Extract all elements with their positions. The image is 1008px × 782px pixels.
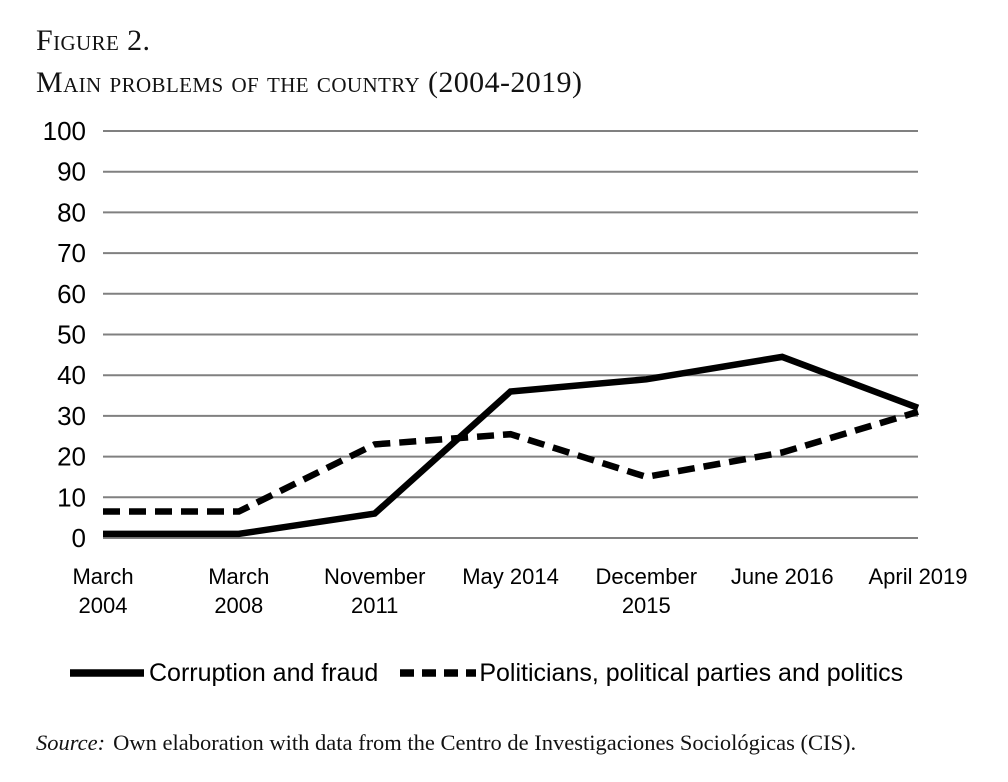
legend-item-politicians: Politicians, political parties and polit… [398,656,903,690]
series-line-politicians [103,408,919,515]
y-tick-label-90: 90 [57,157,86,187]
legend-item-corruption: Corruption and fraud [68,656,378,690]
figure-number: Figure 2. [36,24,151,57]
x-tick-label-2-line-0: November [324,564,425,589]
x-tick-label-4-line-1: 2015 [622,593,671,618]
legend-label-politicians: Politicians, political parties and polit… [479,659,904,687]
x-tick-label-6-line-0: April 2019 [868,564,967,589]
y-tick-label-10: 10 [57,482,86,512]
y-tick-label-80: 80 [57,197,86,227]
x-tick-label-5-line-0: June 2016 [731,564,834,589]
y-tick-label-20: 20 [57,442,86,472]
x-tick-label-0-line-0: March [72,564,133,589]
y-tick-label-100: 100 [43,116,86,146]
dashed-line-swatch-icon [400,669,477,677]
x-tick-label-4-line-0: December [596,564,697,589]
series-line-corruption [103,353,920,538]
x-tick-label-1-line-0: March [208,564,269,589]
x-tick-label-1-line-1: 2008 [214,593,263,618]
source-text: Own elaboration with data from the Centr… [113,730,857,755]
legend-label-corruption: Corruption and fraud [149,659,379,687]
y-tick-label-50: 50 [57,320,86,350]
x-tick-label-3-line-0: May 2014 [462,564,559,589]
source-note: Source: Own elaboration with data from th… [36,730,856,756]
y-tick-label-0: 0 [72,523,86,553]
y-tick-label-40: 40 [57,360,86,390]
x-tick-label-0-line-1: 2004 [79,593,128,618]
solid-line-swatch-icon [70,669,144,677]
y-tick-label-70: 70 [57,238,86,268]
source-label: Source: [36,730,106,755]
x-tick-label-2-line-1: 2011 [351,593,398,618]
chart-legend: Corruption and fraud Politicians, politi… [68,656,903,690]
figure-title: Main problems of the country (2004-2019) [36,66,583,99]
y-tick-label-60: 60 [57,279,86,309]
y-tick-label-30: 30 [57,401,86,431]
